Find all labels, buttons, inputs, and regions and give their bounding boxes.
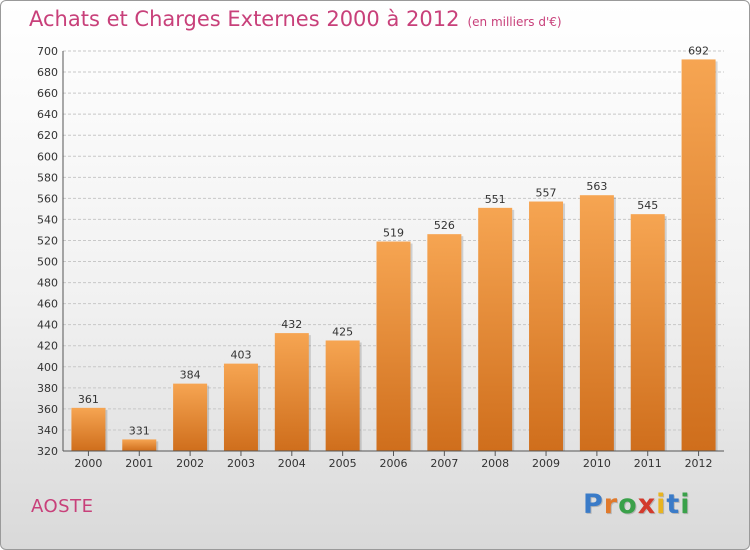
proxiti-logo: Proxiti <box>583 489 691 520</box>
x-tick-label-2010: 2010 <box>583 457 611 470</box>
x-tick-label-2005: 2005 <box>329 457 357 470</box>
x-tick-label-2009: 2009 <box>532 457 560 470</box>
value-label-2010: 563 <box>586 180 607 193</box>
x-tick-label-2001: 2001 <box>125 457 153 470</box>
y-tick-label-500: 500 <box>37 256 58 269</box>
bar-2006 <box>376 241 411 451</box>
value-label-2007: 526 <box>434 219 455 232</box>
x-tick-label-2008: 2008 <box>481 457 509 470</box>
x-tick-label-2002: 2002 <box>176 457 204 470</box>
y-tick-label-320: 320 <box>37 445 58 458</box>
city-name: AOSTE <box>31 496 94 517</box>
y-tick-label-600: 600 <box>37 150 58 163</box>
y-tick-label-680: 680 <box>37 66 58 79</box>
value-label-2008: 551 <box>485 193 506 206</box>
y-tick-label-380: 380 <box>37 382 58 395</box>
y-tick-label-460: 460 <box>37 298 58 311</box>
value-label-2001: 331 <box>129 424 150 437</box>
bar-2010 <box>579 195 614 451</box>
chart-title-text: Achats et Charges Externes 2000 à 2012 <box>29 7 460 31</box>
y-tick-label-660: 660 <box>37 87 58 100</box>
y-tick-label-700: 700 <box>37 45 58 58</box>
x-tick-label-2003: 2003 <box>227 457 255 470</box>
value-label-2005: 425 <box>332 325 353 338</box>
logo-letter-2: o <box>618 489 638 520</box>
y-tick-label-560: 560 <box>37 192 58 205</box>
y-tick-label-620: 620 <box>37 129 58 142</box>
x-tick-label-2004: 2004 <box>278 457 306 470</box>
x-tick-labels: 2000 2001 2002 2003 2004 2005 2006 2007 2008 2009… <box>74 457 712 470</box>
value-labels: 361 331 384 403 432 425 519 526 551 557 563 545 692 <box>78 44 709 437</box>
chart-unit-label: (en milliers d'€) <box>467 15 562 29</box>
y-tick-labels: 320 340 360 380 400 420 440 460 480 500 520 540 560 5… <box>37 45 58 458</box>
logo-letter-0: P <box>583 489 604 520</box>
x-tick-label-2012: 2012 <box>685 457 713 470</box>
y-tick-label-360: 360 <box>37 403 58 416</box>
logo-letter-3: x <box>637 489 657 520</box>
logo-letter-6: i <box>680 489 691 520</box>
bar-2000 <box>71 407 106 451</box>
bar-2007 <box>427 234 462 451</box>
x-tick-label-2007: 2007 <box>430 457 458 470</box>
y-tick-label-480: 480 <box>37 277 58 290</box>
bar-2003 <box>223 363 258 451</box>
bar-2008 <box>478 207 513 451</box>
y-tick-label-440: 440 <box>37 319 58 332</box>
value-label-2004: 432 <box>281 318 302 331</box>
y-tick-label-340: 340 <box>37 424 58 437</box>
bar-2012 <box>681 59 716 451</box>
value-label-2003: 403 <box>230 349 251 362</box>
value-label-2002: 384 <box>180 369 201 382</box>
y-tick-label-520: 520 <box>37 234 58 247</box>
value-label-2000: 361 <box>78 393 99 406</box>
y-tick-label-540: 540 <box>37 213 58 226</box>
bar-2001 <box>122 439 157 451</box>
bar-2004 <box>274 333 309 451</box>
x-tick-label-2011: 2011 <box>634 457 662 470</box>
value-label-2009: 557 <box>536 187 557 200</box>
logo-letter-1: r <box>603 489 619 520</box>
y-tick-label-400: 400 <box>37 361 58 374</box>
value-label-2006: 519 <box>383 227 404 240</box>
value-label-2012: 692 <box>688 44 709 57</box>
bar-2009 <box>529 201 564 451</box>
bar-2011 <box>630 214 665 451</box>
y-tick-label-420: 420 <box>37 340 58 353</box>
y-tick-label-640: 640 <box>37 108 58 121</box>
y-tick-label-580: 580 <box>37 171 58 184</box>
logo-letter-4: i <box>656 489 667 520</box>
bar-2002 <box>173 383 208 451</box>
x-tick-label-2000: 2000 <box>74 457 102 470</box>
axes <box>62 51 724 456</box>
bars <box>71 59 718 451</box>
x-tick-label-2006: 2006 <box>380 457 408 470</box>
chart-title: Achats et Charges Externes 2000 à 2012 (e… <box>29 7 562 31</box>
bar-2005 <box>325 340 360 451</box>
value-label-2011: 545 <box>637 199 658 212</box>
logo-letter-5: t <box>666 489 681 520</box>
